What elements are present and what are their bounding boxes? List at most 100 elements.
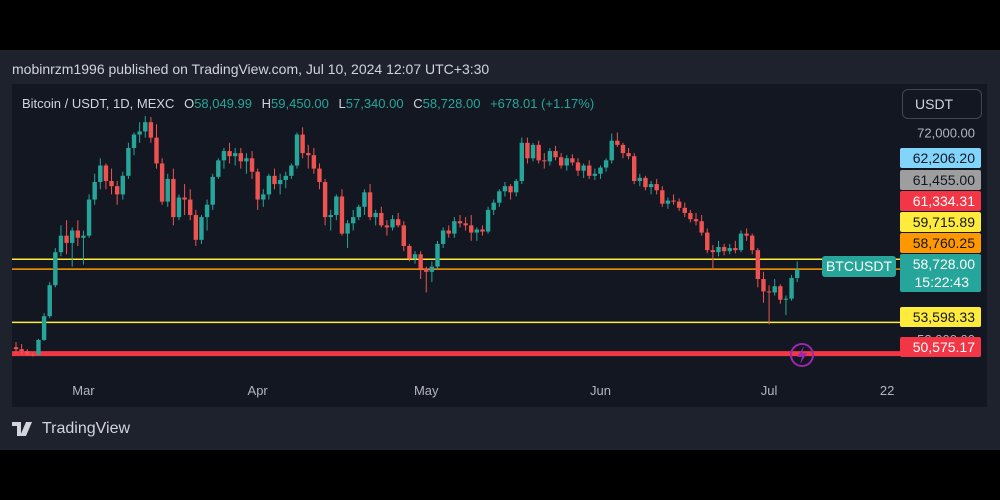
candle-body: [592, 173, 598, 176]
candle-body: [665, 200, 671, 204]
x-tick-label: 22: [880, 383, 894, 398]
candle-body: [266, 175, 272, 195]
candle-body: [36, 339, 41, 355]
candle-body: [339, 196, 345, 234]
symbol-legend: Bitcoin / USDT, 1D, MEXC O58,049.99 H59,…: [22, 96, 594, 111]
x-tick-label: Jun: [590, 383, 611, 398]
candle-body: [727, 248, 732, 252]
tradingview-logo-icon: [12, 422, 32, 436]
candle-body: [328, 215, 333, 218]
candle-body: [176, 197, 182, 218]
currency-button[interactable]: USDT: [902, 89, 982, 119]
price-label-box: [900, 233, 981, 253]
price-label-text: 61,334.31: [913, 193, 975, 209]
candle-body: [199, 217, 204, 240]
candle-body: [143, 122, 148, 132]
brand-name: TradingView: [42, 420, 131, 437]
price-label-box: [900, 337, 981, 357]
candle-body: [755, 250, 761, 280]
candle-body: [81, 235, 86, 238]
candle-body: [232, 153, 238, 157]
candle-body: [671, 200, 676, 202]
candle-body: [794, 269, 800, 278]
candle-body: [188, 199, 193, 216]
candle-body: [159, 163, 165, 202]
x-tick-label: Apr: [248, 383, 269, 398]
candle-body: [716, 247, 721, 253]
candle-body: [485, 209, 491, 232]
open-label: O: [184, 96, 195, 111]
candle-body: [395, 219, 401, 226]
candle-body: [738, 233, 744, 251]
candle-body: [513, 180, 519, 193]
high-label: H: [261, 96, 272, 111]
candle-body: [497, 191, 502, 203]
candle-body: [221, 151, 227, 161]
candle-body: [362, 192, 367, 207]
candle-body: [356, 206, 362, 218]
candle-body: [440, 230, 446, 244]
candle-body: [603, 160, 609, 168]
candle-body: [351, 217, 356, 224]
candle-body: [70, 230, 75, 243]
candle-body: [289, 165, 294, 176]
current-price-box: [900, 254, 981, 292]
candle-body: [75, 230, 81, 238]
candle-body: [244, 158, 249, 162]
candle-body: [530, 144, 536, 159]
candle-body: [750, 235, 755, 251]
x-tick-label: Mar: [72, 383, 95, 398]
candle-body: [620, 144, 626, 154]
candle-body: [772, 286, 777, 293]
candle-body: [64, 235, 69, 243]
candle-body: [457, 221, 463, 224]
candle-body: [587, 165, 592, 176]
y-tick-label: 72,000.00: [917, 125, 975, 140]
current-price-text: 58,728.00: [913, 256, 975, 272]
published-caption: mobinrzm1996 published on TradingView.co…: [12, 61, 490, 77]
candle-body: [564, 158, 569, 166]
change-value: +678.01 (+1.17%): [490, 96, 595, 111]
price-label-text: 53,598.33: [913, 309, 975, 325]
candle-body: [626, 153, 631, 157]
candle-body: [429, 266, 435, 272]
candle-body: [255, 171, 260, 200]
candle-body: [311, 155, 317, 169]
candle-body: [193, 215, 199, 240]
ticker-tag-text: BTCUSDT: [826, 258, 893, 274]
lightning-icon-bolt: [797, 346, 807, 364]
price-label-text: 59,715.89: [913, 214, 975, 230]
candle-body: [688, 212, 693, 220]
candle-body: [463, 223, 468, 226]
close-label: C: [413, 96, 423, 111]
candle-body: [379, 212, 384, 226]
candle-body: [676, 201, 682, 208]
candle-body: [654, 184, 659, 191]
candle-body: [306, 153, 311, 156]
candle-body: [98, 165, 103, 183]
candle-body: [103, 165, 109, 181]
candle-body: [789, 277, 794, 299]
candle-body: [575, 162, 581, 171]
candle-body: [558, 157, 564, 166]
candle-body: [401, 225, 406, 246]
candle-body: [598, 167, 603, 174]
lightning-icon[interactable]: [790, 343, 814, 367]
candle-body: [480, 229, 485, 232]
candle-body: [682, 207, 687, 213]
tradingview-logo: TradingView: [12, 420, 130, 438]
candle-body: [705, 232, 710, 251]
candle-body: [637, 177, 643, 181]
candle-body: [519, 142, 524, 181]
candle-body: [508, 186, 513, 193]
candle-body: [502, 186, 508, 192]
candle-body: [474, 229, 480, 233]
candle-body: [407, 246, 412, 259]
candle-body: [53, 252, 58, 286]
candle-body: [525, 142, 530, 159]
candle-body: [322, 182, 328, 218]
candle-body: [19, 349, 24, 352]
price-label-text: 58,760.25: [913, 235, 975, 251]
price-label-box: [900, 170, 981, 190]
